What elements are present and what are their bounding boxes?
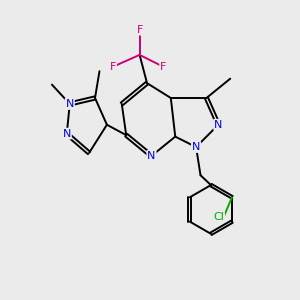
Text: N: N: [63, 129, 71, 139]
Text: Cl: Cl: [213, 212, 224, 222]
Text: N: N: [147, 151, 156, 161]
Text: N: N: [214, 120, 223, 130]
Text: N: N: [66, 99, 74, 109]
Text: F: F: [110, 62, 116, 72]
Text: F: F: [160, 62, 167, 72]
Text: N: N: [192, 142, 200, 152]
Text: F: F: [136, 25, 143, 34]
